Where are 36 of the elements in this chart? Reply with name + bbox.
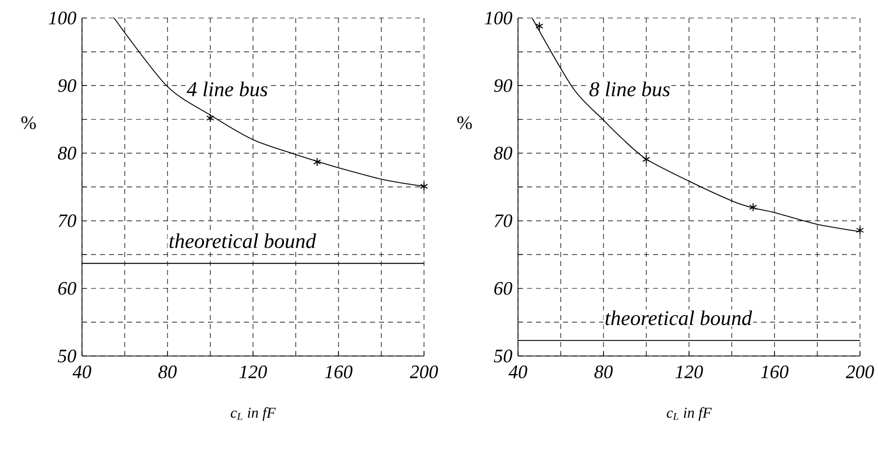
- point: [313, 157, 322, 166]
- y-tick-label: 50: [494, 350, 512, 362]
- y-tick-label: 100: [484, 12, 512, 24]
- x-tick-label: 40: [508, 366, 528, 378]
- x-tick-label: 120: [239, 366, 267, 378]
- ref-line-label: theoretical bound: [170, 233, 316, 248]
- y-tick-label: 80: [58, 146, 76, 160]
- y-tick-label: 80: [494, 146, 512, 160]
- y-tick-label: 100: [48, 12, 76, 24]
- point: [642, 154, 650, 164]
- y-tick-label: 60: [58, 282, 76, 295]
- series-label: 4 line bus: [186, 82, 268, 96]
- y-tick-label: 90: [494, 79, 512, 92]
- y-tick-label: 50: [58, 350, 76, 362]
- x-tick-label: 160: [760, 366, 788, 378]
- y-tick-label: 70: [494, 214, 512, 228]
- x-tick-label: 200: [846, 366, 874, 378]
- x-axis-title: c$_{L}$ in fF: [230, 407, 276, 421]
- x-tick-label: 160: [324, 366, 352, 378]
- x-tick-label: 80: [158, 366, 177, 378]
- series-label: 8 line bus: [589, 82, 670, 96]
- y-tick-label: 70: [58, 214, 76, 228]
- x-axis-title: c$_{L}$ in fF: [666, 407, 712, 421]
- y-tick-label: 60: [494, 282, 512, 295]
- y-axis-title: %: [457, 116, 472, 130]
- x-tick-label: 80: [594, 366, 613, 378]
- point: [535, 22, 544, 31]
- point: [206, 114, 214, 123]
- point: [749, 202, 758, 212]
- y-axis-title: %: [21, 116, 36, 130]
- x-tick-label: 120: [675, 366, 703, 378]
- ref-line-label: theoretical bound: [606, 310, 752, 326]
- x-tick-label: 40: [72, 366, 92, 378]
- y-tick-label: 90: [58, 79, 76, 92]
- x-tick-label: 200: [410, 366, 438, 378]
- point: [420, 182, 428, 191]
